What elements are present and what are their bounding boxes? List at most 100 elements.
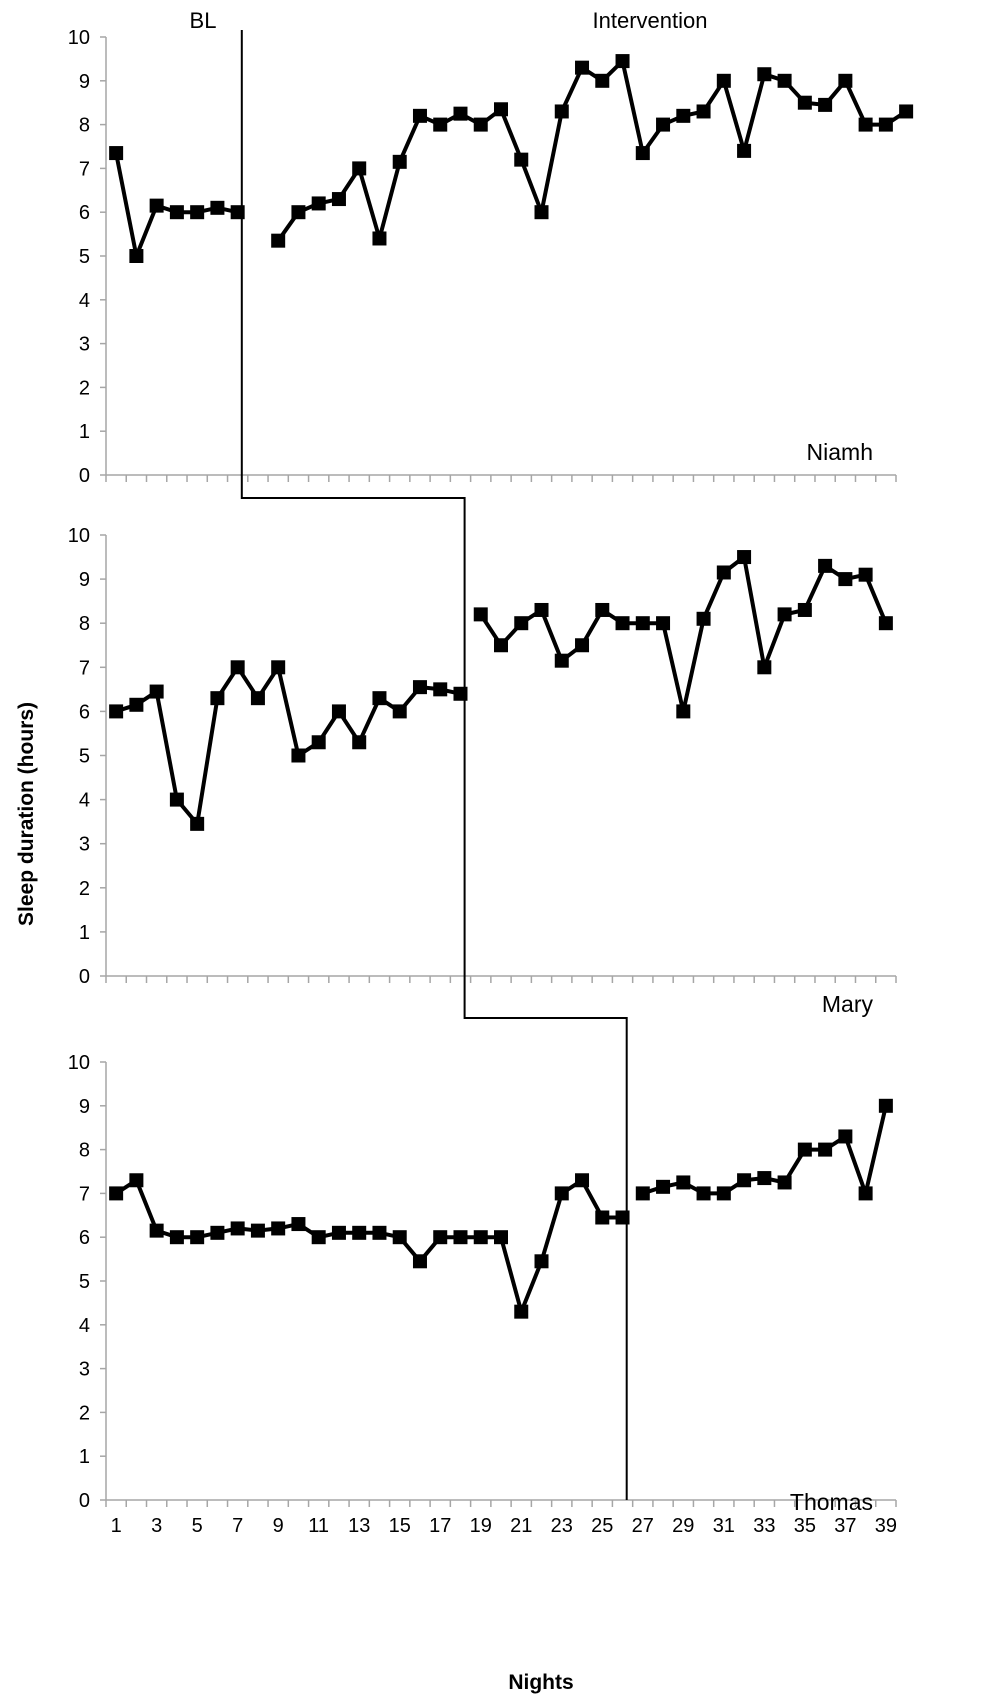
data-point [575, 60, 590, 75]
data-point [190, 816, 205, 831]
data-point [514, 616, 529, 631]
data-point [149, 1223, 164, 1238]
data-point [797, 602, 812, 617]
data-point [412, 108, 427, 123]
data-point [494, 102, 508, 117]
y-tick-label: 1 [79, 922, 90, 944]
data-point [656, 117, 671, 132]
data-point [169, 205, 184, 220]
data-point [453, 106, 468, 121]
data-point [210, 1225, 225, 1240]
participant-label: Mary [822, 991, 874, 1017]
data-point [412, 680, 427, 695]
data-point [372, 1225, 387, 1240]
y-tick-label: 3 [79, 334, 90, 356]
data-point [190, 205, 205, 220]
data-point [291, 1217, 306, 1232]
y-tick-label: 4 [79, 290, 90, 312]
data-point [271, 1221, 286, 1236]
data-point [737, 550, 752, 565]
participant-label: Niamh [807, 439, 873, 465]
phase-change-line [240, 30, 628, 1500]
y-tick-label: 4 [79, 1315, 90, 1337]
data-point [595, 1210, 610, 1225]
data-point [635, 1186, 650, 1201]
data-point [169, 792, 184, 807]
data-point [352, 1225, 367, 1240]
x-tick-label: 19 [470, 1515, 492, 1537]
data-point [473, 1230, 488, 1245]
data-point [433, 117, 448, 132]
y-tick-label: 5 [79, 246, 90, 268]
data-point [595, 73, 610, 88]
x-tick-label: 29 [672, 1515, 694, 1537]
y-tick-label: 9 [79, 1096, 90, 1118]
x-tick-label: 9 [273, 1515, 284, 1537]
y-tick-label: 6 [79, 1227, 90, 1249]
x-tick-label: 11 [308, 1515, 329, 1537]
data-point [291, 205, 306, 220]
y-tick-label: 0 [79, 465, 90, 487]
x-tick-label: 21 [510, 1515, 532, 1537]
y-tick-label: 6 [79, 701, 90, 723]
data-point [331, 704, 346, 719]
data-point [858, 567, 873, 582]
data-point [757, 660, 772, 675]
data-point [392, 704, 407, 719]
x-tick-label: 37 [834, 1515, 856, 1537]
data-point [818, 1142, 833, 1157]
data-point [878, 1098, 893, 1113]
data-point [818, 558, 833, 573]
data-point [230, 1221, 245, 1236]
data-point [129, 1173, 144, 1188]
phase-label-intervention: Intervention [593, 8, 708, 33]
y-tick-label: 3 [79, 1359, 90, 1381]
data-point [109, 146, 124, 161]
x-tick-label: 3 [151, 1515, 162, 1537]
y-tick-label: 2 [79, 878, 90, 900]
data-point [838, 1129, 853, 1144]
y-tick-label: 0 [79, 1490, 90, 1512]
data-point [190, 1230, 205, 1245]
data-point [797, 1142, 812, 1157]
data-point [554, 1186, 569, 1201]
x-tick-label: 35 [794, 1515, 816, 1537]
y-tick-label: 7 [79, 1183, 90, 1205]
y-tick-label: 10 [68, 525, 90, 547]
data-point [129, 249, 144, 263]
x-axis-title: Nights [508, 1671, 573, 1694]
data-point [494, 638, 508, 653]
data-point [757, 1171, 772, 1186]
data-point [352, 735, 367, 750]
data-point [899, 104, 914, 119]
data-point [838, 73, 853, 88]
data-point [534, 602, 549, 617]
data-point [716, 73, 731, 88]
data-point [473, 117, 488, 132]
y-tick-label: 9 [79, 569, 90, 591]
data-point [412, 1254, 427, 1269]
data-point [311, 196, 326, 211]
data-point [514, 1304, 529, 1319]
y-tick-label: 2 [79, 1402, 90, 1424]
data-point [615, 54, 630, 69]
data-point [797, 95, 812, 110]
data-point [210, 691, 225, 706]
data-point [331, 192, 346, 207]
data-point [433, 1230, 448, 1245]
data-point [230, 660, 245, 675]
data-point [858, 117, 873, 132]
data-point [818, 97, 833, 112]
x-tick-label: 25 [591, 1515, 613, 1537]
data-point [554, 104, 569, 119]
data-point [473, 607, 488, 622]
data-point [575, 638, 590, 653]
data-point [392, 154, 407, 169]
panels-group: 012345678910Niamh012345678910Mary0123456… [68, 27, 914, 1537]
data-point [149, 198, 164, 213]
panel-niamh: 0 1 2 3 4 5 6 7 8 9 10 Niamh [68, 27, 914, 487]
data-point [250, 691, 265, 706]
y-tick-label: 9 [79, 71, 90, 93]
data-point [534, 1254, 549, 1269]
